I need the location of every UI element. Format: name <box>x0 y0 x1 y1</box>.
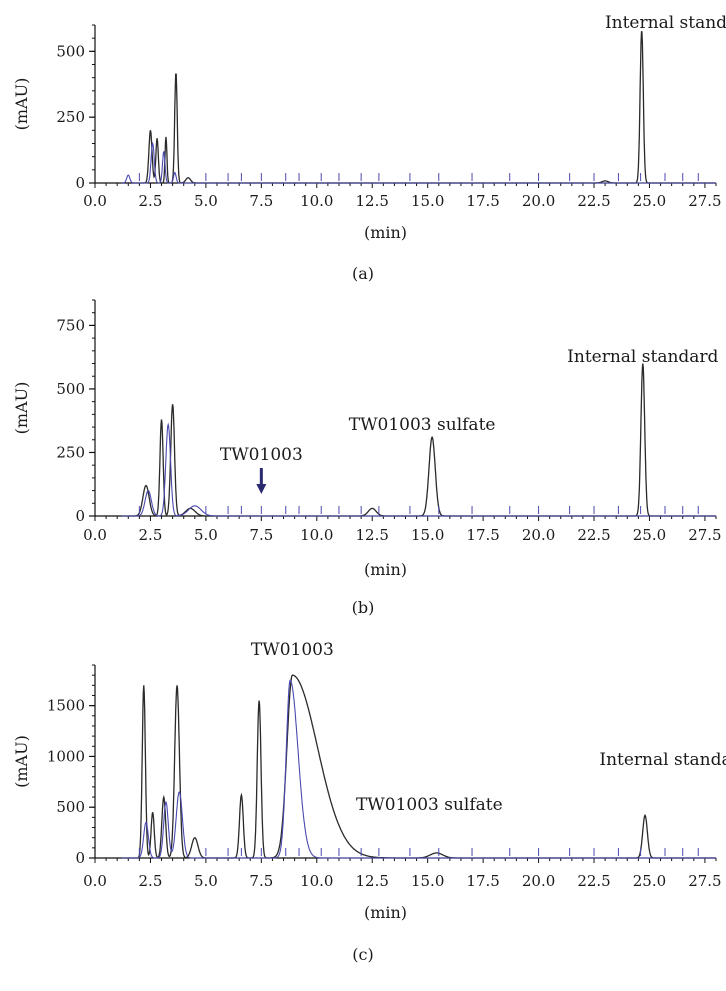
panel-label: (b) <box>352 598 375 617</box>
x-tick-label: 0.0 <box>83 526 107 544</box>
x-tick-label: 15.0 <box>411 872 444 890</box>
x-tick-label: 20.0 <box>522 872 555 890</box>
x-tick-label: 22.5 <box>577 192 610 210</box>
x-tick-label: 25.0 <box>633 192 666 210</box>
chromatogram-trace-1 <box>121 31 716 184</box>
y-axis-label: (mAU) <box>12 735 31 788</box>
x-tick-label: 15.0 <box>411 192 444 210</box>
x-tick-label: 2.5 <box>139 872 163 890</box>
panel-label: (a) <box>352 264 374 283</box>
y-axis-label: (mAU) <box>12 78 31 131</box>
x-tick-label: 17.5 <box>466 192 499 210</box>
y-tick-label: 0 <box>75 174 85 192</box>
x-tick-label: 27.5 <box>688 872 721 890</box>
x-tick-label: 25.0 <box>633 872 666 890</box>
x-tick-label: 20.0 <box>522 192 555 210</box>
annotation-label: Internal standard <box>567 347 718 367</box>
x-tick-label: 10.0 <box>300 526 333 544</box>
x-tick-label: 7.5 <box>249 872 273 890</box>
y-tick-label: 0 <box>75 507 85 525</box>
x-tick-label: 2.5 <box>139 526 163 544</box>
x-tick-label: 12.5 <box>356 192 389 210</box>
y-tick-label: 750 <box>56 316 85 334</box>
x-axis-label: (min) <box>364 223 407 242</box>
annotation-label: TW01003 sulfate <box>349 415 496 435</box>
chromatogram-trace-2 <box>121 422 716 517</box>
x-tick-label: 12.5 <box>356 872 389 890</box>
chart-panel-3: 0.0 2.5 5.0 7.5 10.0 12.5 15.0 17.5 20.0 22.5 25.0… <box>12 640 726 964</box>
x-tick-label: 10.0 <box>300 192 333 210</box>
chromatogram-trace-2 <box>121 679 716 859</box>
x-tick-label: 25.0 <box>633 526 666 544</box>
x-tick-label: 20.0 <box>522 526 555 544</box>
x-tick-label: 2.5 <box>139 192 163 210</box>
y-tick-label: 500 <box>56 42 85 60</box>
y-axis-label: (mAU) <box>12 382 31 435</box>
panel-label: (c) <box>352 945 373 964</box>
annotation-label: Internal standard <box>605 13 726 33</box>
x-tick-label: 15.0 <box>411 526 444 544</box>
annotation-label: Internal standard <box>599 750 726 770</box>
x-tick-label: 10.0 <box>300 872 333 890</box>
x-tick-label: 7.5 <box>249 526 273 544</box>
x-tick-label: 22.5 <box>577 526 610 544</box>
x-tick-label: 5.0 <box>194 872 218 890</box>
y-tick-label: 1000 <box>47 747 85 765</box>
chromatogram-trace-2 <box>121 141 716 184</box>
x-tick-label: 27.5 <box>688 526 721 544</box>
y-tick-label: 500 <box>56 798 85 816</box>
x-axis-label: (min) <box>364 903 407 922</box>
x-tick-label: 5.0 <box>194 192 218 210</box>
y-tick-label: 250 <box>56 443 85 461</box>
x-tick-label: 0.0 <box>83 192 107 210</box>
annotation-label: TW01003 <box>251 640 334 660</box>
x-tick-label: 17.5 <box>466 526 499 544</box>
chart-panel-2: 0.0 2.5 5.0 7.5 10.0 12.5 15.0 17.5 20.0 22.5 25.0… <box>12 299 722 617</box>
x-tick-label: 22.5 <box>577 872 610 890</box>
arrow-down-icon <box>256 484 267 494</box>
y-tick-label: 0 <box>75 849 85 867</box>
x-tick-label: 17.5 <box>466 872 499 890</box>
x-tick-label: 12.5 <box>356 526 389 544</box>
x-axis-label: (min) <box>364 560 407 579</box>
chromatogram-trace-1 <box>121 363 716 517</box>
y-tick-label: 250 <box>56 108 85 126</box>
x-tick-label: 27.5 <box>688 192 721 210</box>
x-tick-label: 7.5 <box>249 192 273 210</box>
chart-panel-1: 0.0 2.5 5.0 7.5 10.0 12.5 15.0 17.5 20.0 22.5 25.0… <box>12 13 726 283</box>
annotation-label: TW01003 sulfate <box>356 795 503 815</box>
x-tick-label: 5.0 <box>194 526 218 544</box>
x-tick-label: 0.0 <box>83 872 107 890</box>
y-tick-label: 500 <box>56 380 85 398</box>
y-tick-label: 1500 <box>47 697 85 715</box>
annotation-label: TW01003 <box>220 445 303 465</box>
